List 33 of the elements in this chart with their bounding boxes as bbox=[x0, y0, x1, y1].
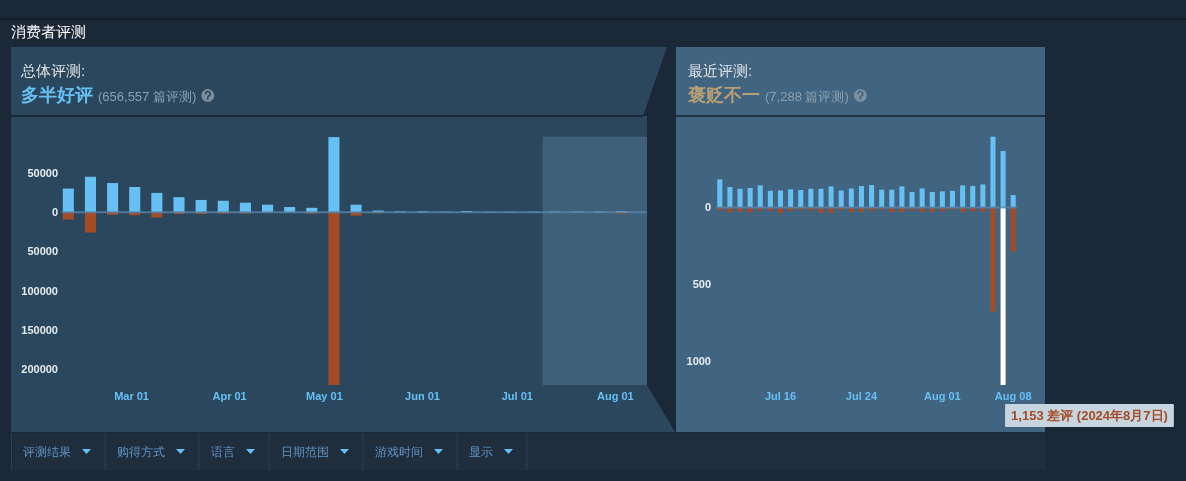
x-tick-label: May 01 bbox=[306, 390, 343, 402]
annotation: 1,153 差评 (2024年8月7日) bbox=[1011, 408, 1168, 423]
text: 评测结果 bbox=[23, 445, 71, 459]
y-tick-label: 50000 bbox=[27, 166, 58, 179]
y-tick-label: 0 bbox=[704, 201, 711, 214]
x-tick-label: Mar 01 bbox=[114, 390, 149, 402]
x-tick-label: Apr 01 bbox=[212, 390, 247, 402]
y-tick-label: 0 bbox=[51, 206, 58, 219]
chart-title: 最近评测: bbox=[688, 62, 753, 79]
x-tick-label: Jun 01 bbox=[405, 390, 440, 402]
text: 显示 bbox=[469, 445, 493, 459]
text: 购得方式 bbox=[117, 445, 165, 459]
y-tick-label: 100000 bbox=[21, 284, 58, 297]
y-tick-label: 150000 bbox=[21, 324, 58, 336]
x-tick-label: Jul 16 bbox=[764, 390, 797, 402]
text: 消费者评测 bbox=[11, 23, 86, 40]
x-tick-label: Aug 01 bbox=[924, 390, 961, 402]
chart-title: 总体评测: bbox=[20, 62, 86, 79]
x-tick-label: Aug 01 bbox=[597, 390, 634, 402]
y-tick-label: 200000 bbox=[21, 363, 58, 376]
y-tick-label: 50000 bbox=[27, 245, 58, 258]
x-tick-label: Aug 08 bbox=[994, 390, 1032, 402]
chart-subtitle: 多半好评 bbox=[21, 85, 93, 105]
text: (7,288 篇评测) bbox=[765, 89, 849, 104]
text: 游戏时间 bbox=[375, 445, 423, 459]
chart-subtitle: 褒贬不一 bbox=[687, 85, 760, 105]
x-tick-label: Jul 01 bbox=[501, 390, 533, 402]
text: (656,557 篇评测) bbox=[98, 89, 197, 104]
y-tick-label: 1000 bbox=[686, 355, 711, 368]
y-tick-label: 500 bbox=[692, 278, 711, 291]
text: 语言 bbox=[211, 445, 235, 459]
text: 日期范围 bbox=[281, 445, 329, 459]
x-tick-label: Jul 24 bbox=[845, 390, 878, 402]
